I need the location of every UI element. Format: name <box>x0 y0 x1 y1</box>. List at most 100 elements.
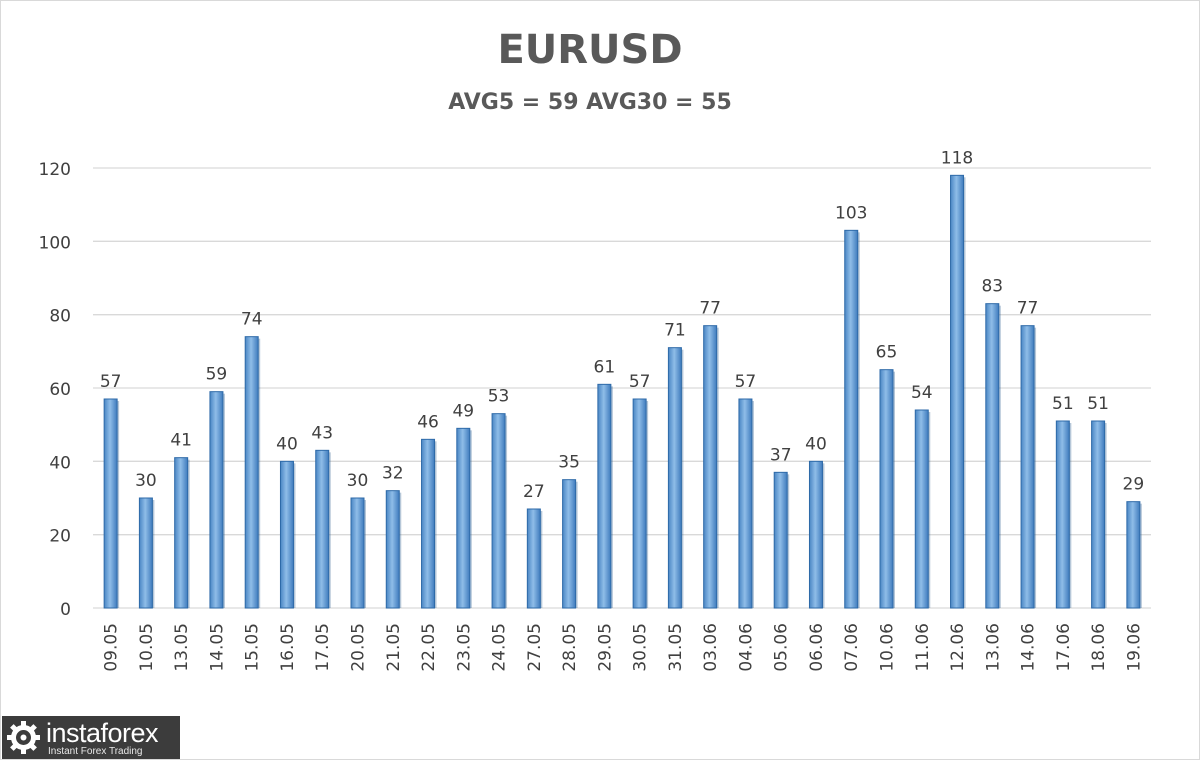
instaforex-logo: instaforex Instant Forex Trading <box>2 716 180 759</box>
bar <box>632 398 647 609</box>
bar <box>773 471 788 609</box>
x-tick-label: 05.06 <box>772 623 792 672</box>
data-label: 37 <box>770 445 792 465</box>
data-label: 74 <box>241 310 263 330</box>
x-tick-label: 15.05 <box>243 623 263 672</box>
y-tick-label: 20 <box>49 527 71 547</box>
x-tick-label: 24.05 <box>490 623 510 672</box>
x-tick-label: 17.05 <box>313 623 333 672</box>
y-tick-label: 0 <box>60 600 71 620</box>
x-tick-label: 17.06 <box>1054 623 1074 672</box>
bar <box>456 427 471 609</box>
data-label: 57 <box>735 372 757 392</box>
x-tick-label: 29.05 <box>595 623 615 672</box>
x-tick-label: 30.05 <box>631 623 651 672</box>
bar <box>985 303 1000 609</box>
bar <box>103 398 118 609</box>
data-label: 71 <box>664 321 686 341</box>
data-label: 51 <box>1052 394 1074 414</box>
bar <box>1126 501 1141 609</box>
data-label: 29 <box>1123 475 1145 495</box>
bar <box>421 438 436 609</box>
x-tick-label: 18.06 <box>1089 623 1109 672</box>
y-tick-label: 100 <box>39 233 71 253</box>
data-label: 51 <box>1087 394 1109 414</box>
data-label: 35 <box>558 453 580 473</box>
data-label: 46 <box>417 412 439 432</box>
bar <box>808 460 823 609</box>
x-tick-label: 13.06 <box>983 623 1003 672</box>
x-tick-label: 04.06 <box>736 623 756 672</box>
bar <box>315 449 330 609</box>
x-tick-label: 03.06 <box>701 623 721 672</box>
y-tick-label: 120 <box>39 160 71 180</box>
bar <box>562 479 577 609</box>
data-label: 30 <box>347 471 369 491</box>
gear-logo-icon <box>7 721 40 754</box>
x-tick-label: 09.05 <box>102 623 122 672</box>
data-label: 40 <box>805 434 827 454</box>
bar <box>138 497 153 609</box>
x-tick-label: 16.05 <box>278 623 298 672</box>
x-tick-label: 19.06 <box>1124 623 1144 672</box>
bar <box>1091 420 1106 609</box>
chart-subtitle: AVG5 = 59 AVG30 = 55 <box>448 90 732 115</box>
bar <box>209 391 224 609</box>
data-label: 40 <box>276 434 298 454</box>
y-tick-label: 80 <box>49 307 71 327</box>
bar <box>279 460 294 609</box>
bar <box>597 383 612 609</box>
logo-name: instaforex <box>46 718 159 748</box>
x-tick-label: 13.05 <box>172 623 192 672</box>
chart-title: EURUSD <box>497 27 683 73</box>
bar <box>914 409 929 609</box>
y-tick-label: 40 <box>49 453 71 473</box>
y-tick-label: 60 <box>49 380 71 400</box>
x-tick-label: 12.06 <box>948 623 968 672</box>
data-label: 118 <box>941 148 973 168</box>
data-label: 32 <box>382 464 404 484</box>
data-label: 59 <box>206 365 228 385</box>
x-tick-label: 14.06 <box>1019 623 1039 672</box>
data-label: 43 <box>311 423 333 443</box>
bar <box>1020 325 1035 609</box>
data-label: 61 <box>594 357 616 377</box>
data-label: 57 <box>629 372 651 392</box>
data-label: 53 <box>488 387 510 407</box>
x-tick-label: 07.06 <box>842 623 862 672</box>
bar <box>491 413 506 609</box>
logo-tagline: Instant Forex Trading <box>48 746 143 757</box>
bar <box>174 457 189 609</box>
data-label: 30 <box>135 471 157 491</box>
data-label: 77 <box>1017 299 1039 319</box>
x-tick-label: 10.05 <box>137 623 157 672</box>
bar <box>950 174 965 609</box>
x-tick-label: 21.05 <box>384 623 404 672</box>
data-label: 83 <box>981 277 1003 297</box>
x-tick-label: 22.05 <box>419 623 439 672</box>
x-tick-label: 10.06 <box>878 623 898 672</box>
bar <box>738 398 753 609</box>
x-tick-label: 11.06 <box>913 623 933 672</box>
x-tick-label: 27.05 <box>525 623 545 672</box>
data-label: 27 <box>523 482 545 502</box>
data-label: 103 <box>835 203 867 223</box>
bar <box>844 229 859 609</box>
bar <box>385 490 400 609</box>
data-label: 57 <box>100 372 122 392</box>
bar <box>1055 420 1070 609</box>
x-tick-label: 20.05 <box>349 623 369 672</box>
bar <box>703 325 718 609</box>
data-label: 77 <box>699 299 721 319</box>
bar <box>244 336 259 609</box>
data-label: 54 <box>911 383 933 403</box>
x-tick-label: 14.05 <box>207 623 227 672</box>
data-label: 41 <box>170 431 192 451</box>
bar <box>667 347 682 609</box>
bar <box>526 508 541 609</box>
bar <box>350 497 365 609</box>
x-tick-label: 06.06 <box>807 623 827 672</box>
x-tick-label: 28.05 <box>560 623 580 672</box>
